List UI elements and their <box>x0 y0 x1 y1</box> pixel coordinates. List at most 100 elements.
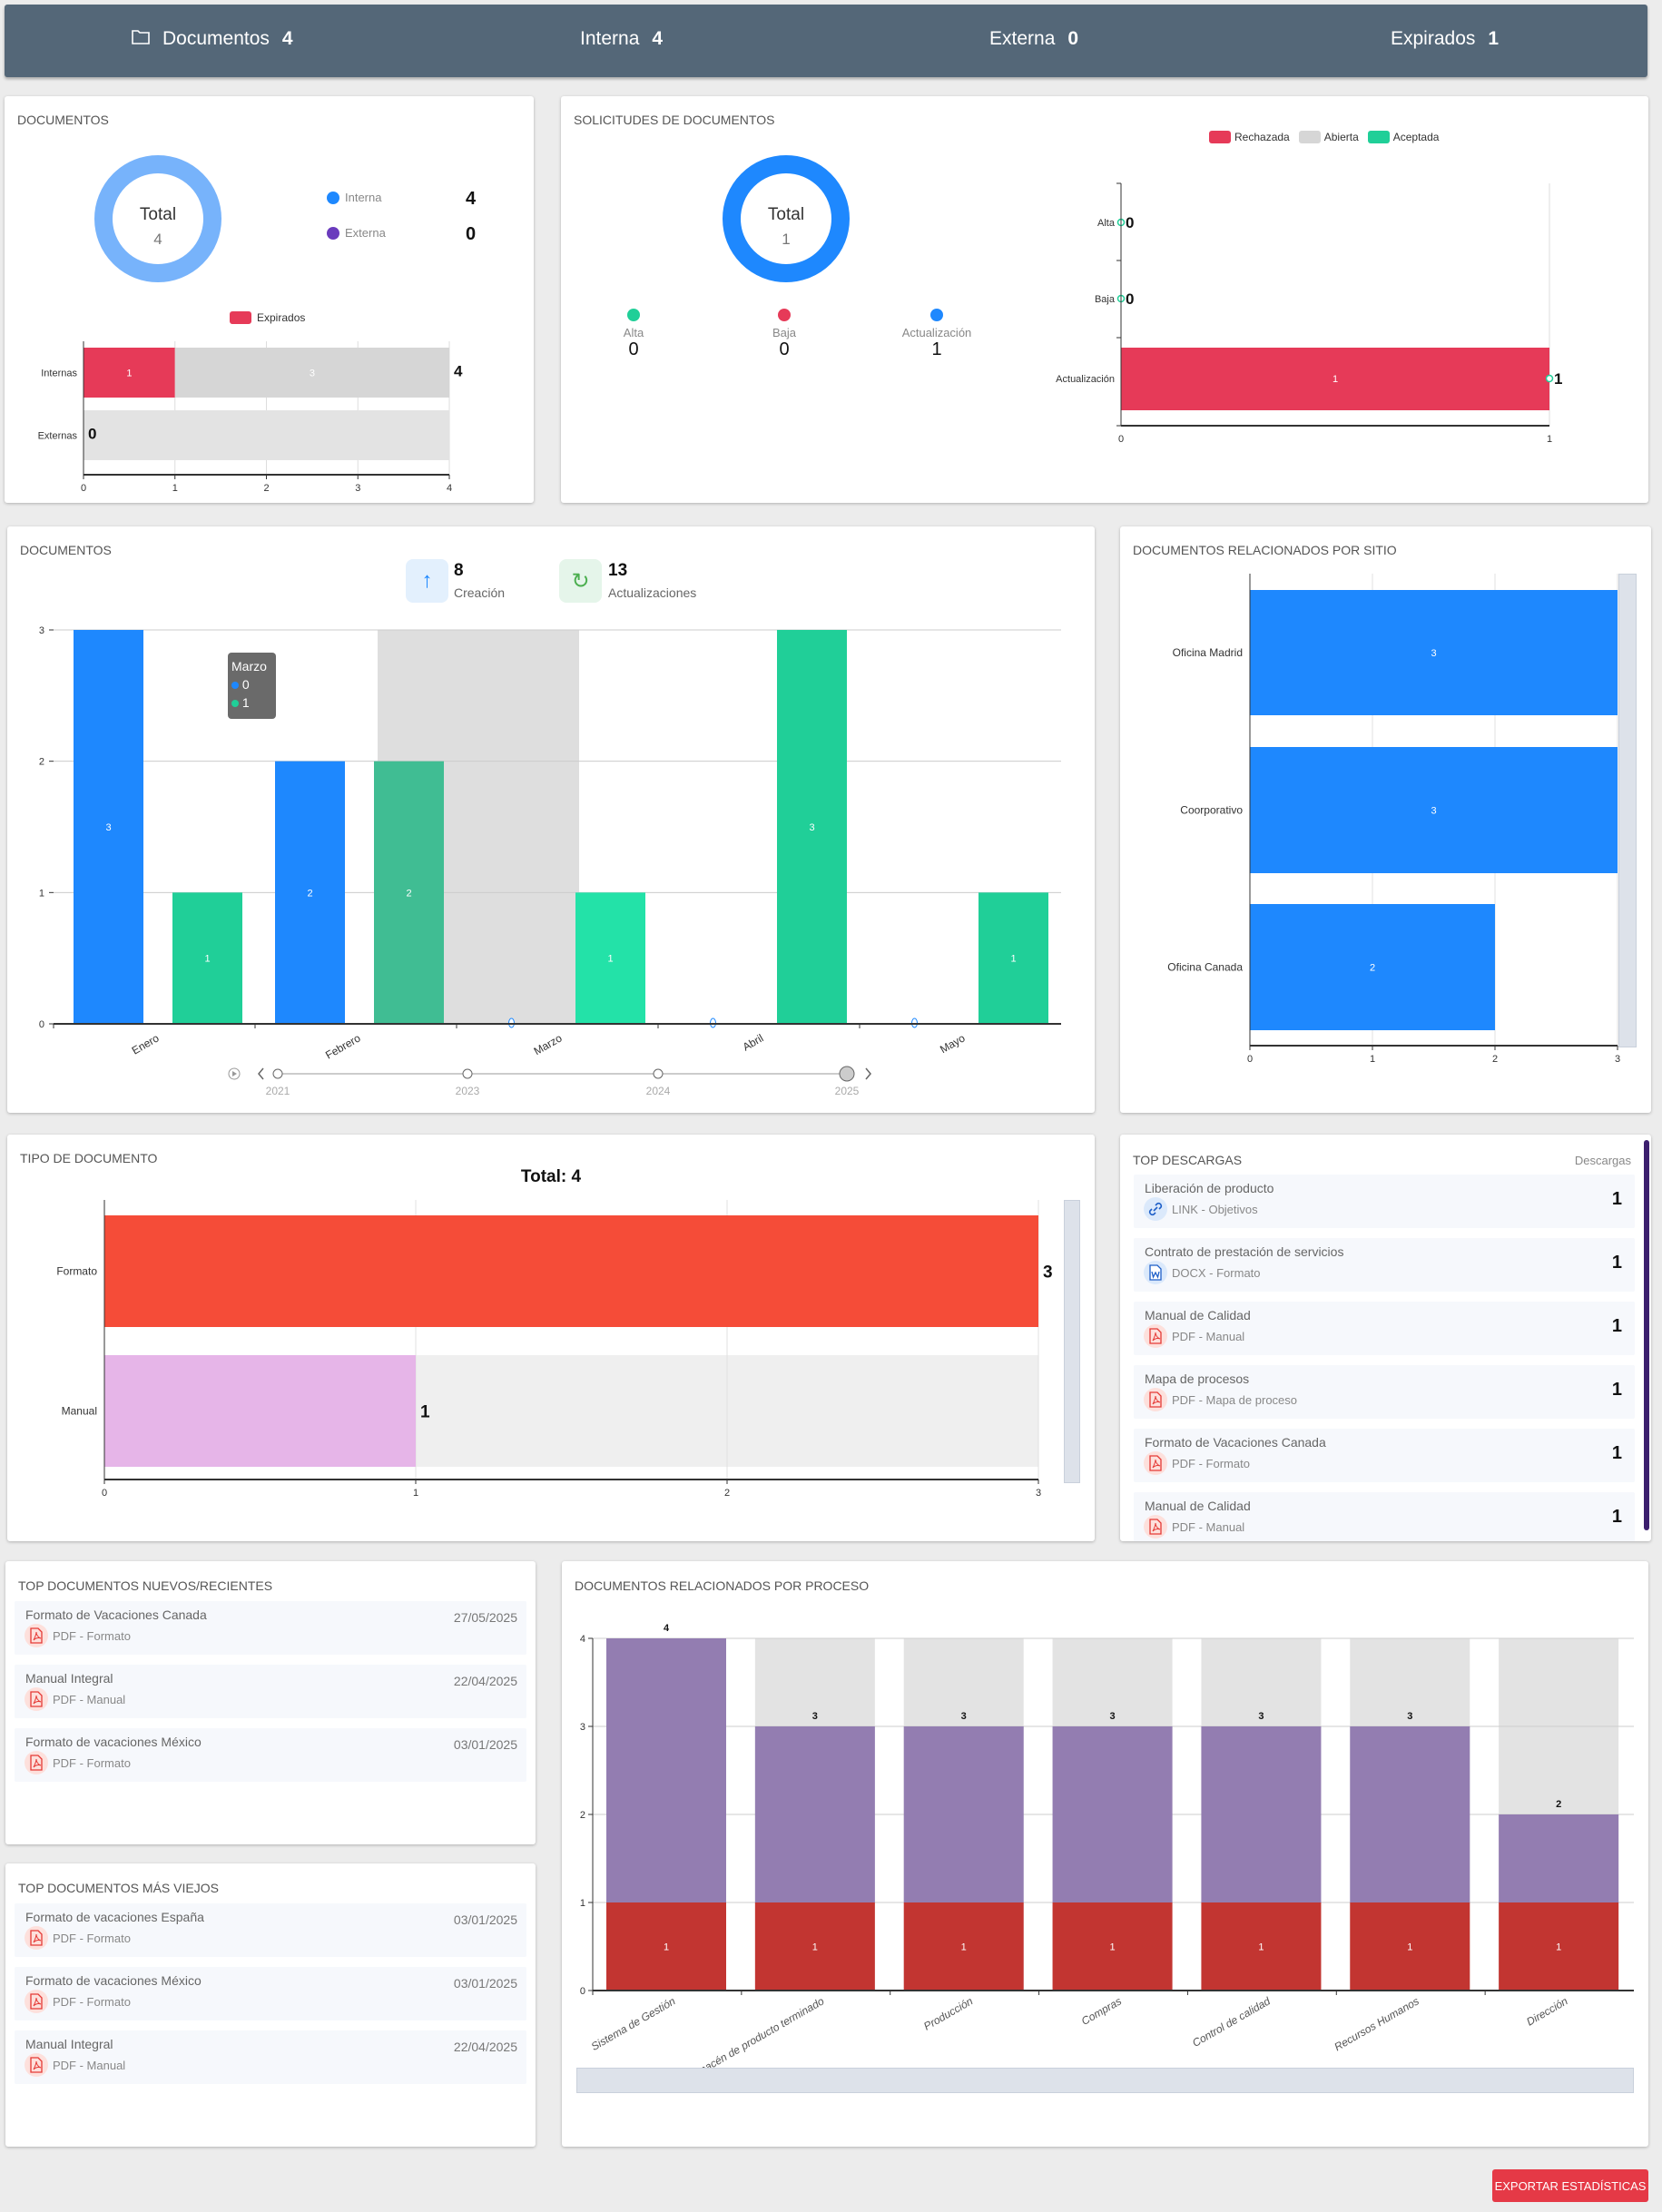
x-tick-label: 3 <box>355 483 360 494</box>
bar[interactable] <box>104 1215 1038 1327</box>
bar-expirados[interactable] <box>84 348 175 398</box>
datazoom-scrollbar[interactable] <box>1618 574 1637 1047</box>
bar-total-label: 0 <box>1126 290 1134 308</box>
bar-segment[interactable] <box>903 1902 1024 1991</box>
bar-total-label: 4 <box>664 1623 670 1634</box>
item-type: PDF - Manual <box>1172 1520 1245 1534</box>
bar-rechazada[interactable] <box>1121 348 1549 410</box>
download-count: 1 <box>1611 1189 1622 1209</box>
bar-segment[interactable] <box>1201 1726 1322 1902</box>
list-item[interactable]: Formato de vacaciones México PDF - Format… <box>15 1967 526 2020</box>
y-tick-label: 3 <box>580 1722 585 1733</box>
y-category-label: Manual <box>62 1405 97 1418</box>
documentos-chart: 0 1 2 3 4 1 3 Internas 4 Externas 0 <box>38 155 463 494</box>
bar-enero[interactable] <box>172 892 242 1024</box>
legend-rechazada[interactable]: Rechazada <box>1234 131 1290 143</box>
bar-segment[interactable] <box>1350 1902 1470 1991</box>
pdf-icon <box>1144 1515 1167 1539</box>
donut-ring[interactable] <box>94 155 221 282</box>
bar-enero[interactable] <box>74 630 143 1024</box>
item-type: PDF - Mapa de proceso <box>1172 1393 1298 1407</box>
bar-vigentes[interactable] <box>174 348 449 398</box>
proceso-card: DOCUMENTOS RELACIONADOS POR PROCESO 0 1 2 3… <box>562 1561 1648 2147</box>
bar-mayo[interactable] <box>979 892 1048 1024</box>
bar[interactable] <box>1250 747 1618 873</box>
item-name: Formato de vacaciones México <box>25 1973 202 1988</box>
card-title: DOCUMENTOS RELACIONADOS POR SITIO <box>1133 543 1397 557</box>
bar-value-label: 1 <box>1556 1942 1561 1953</box>
donut-total: 1 <box>782 231 791 248</box>
bar-segment[interactable] <box>1201 1902 1322 1991</box>
bar-segment[interactable] <box>1499 1814 1619 1902</box>
bar[interactable] <box>1250 590 1618 715</box>
legend-expirados[interactable]: Expirados <box>230 311 305 324</box>
y-tick-label: 1 <box>580 1898 585 1909</box>
prev-icon[interactable] <box>258 1067 264 1080</box>
list-item[interactable]: Liberación de producto LINK - Objetivos 1 <box>1134 1175 1635 1228</box>
bar-febrero[interactable] <box>275 761 345 1024</box>
card-title: SOLICITUDES DE DOCUMENTOS <box>574 113 775 127</box>
list-item[interactable]: Manual Integral PDF - Manual 22/04/2025 <box>15 1665 526 1718</box>
timeline-point[interactable] <box>462 1068 473 1079</box>
legend-aceptada[interactable]: Aceptada <box>1392 131 1440 143</box>
list-item[interactable]: Formato de Vacaciones Canada PDF - Format… <box>1134 1429 1635 1482</box>
bar-febrero[interactable] <box>374 761 444 1024</box>
pdf-icon <box>1144 1324 1167 1348</box>
list-item[interactable]: Manual Integral PDF - Manual 22/04/2025 <box>15 2030 526 2084</box>
list-item[interactable]: Formato de Vacaciones Canada PDF - Format… <box>15 1601 526 1655</box>
datazoom-scrollbar[interactable] <box>1064 1200 1080 1483</box>
legend-swatch-aceptada[interactable] <box>1367 131 1390 143</box>
header-expirados[interactable]: Expirados 1 <box>1391 28 1499 50</box>
export-statistics-button[interactable]: EXPORTAR ESTADÍSTICAS <box>1492 2169 1648 2202</box>
bar-segment[interactable] <box>754 1726 875 1902</box>
list-item[interactable]: Manual de Calidad PDF - Manual 1 <box>1134 1302 1635 1355</box>
bar-segment[interactable] <box>1350 1726 1470 1902</box>
item-date: 03/01/2025 <box>453 1976 517 1991</box>
bar-abril[interactable] <box>777 630 847 1024</box>
next-icon[interactable] <box>865 1067 871 1080</box>
y-category-label: Actualización <box>1056 374 1115 385</box>
item-date: 27/05/2025 <box>453 1610 517 1625</box>
x-tick-label: 3 <box>1036 1488 1041 1499</box>
timeline-point[interactable] <box>839 1066 855 1082</box>
bar[interactable] <box>1250 904 1495 1030</box>
timeline-point[interactable] <box>272 1068 283 1079</box>
list-item[interactable]: Mapa de procesos PDF - Mapa de proceso 1 <box>1134 1365 1635 1419</box>
bar-marzo[interactable] <box>575 892 645 1024</box>
y-tick-label: 0 <box>39 1019 44 1030</box>
bar-segment[interactable] <box>1052 1726 1173 1902</box>
legend-swatch-abierta[interactable] <box>1298 131 1321 143</box>
bar-segment[interactable] <box>754 1902 875 1991</box>
legend-swatch-rechazada[interactable] <box>1209 131 1231 143</box>
bar[interactable] <box>104 1355 416 1467</box>
bar-segment[interactable] <box>903 1726 1024 1902</box>
header-externa[interactable]: Externa 0 <box>989 28 1078 50</box>
timeline-year-label: 2025 <box>835 1085 860 1097</box>
timeline-year-label: 2024 <box>646 1085 671 1097</box>
list-item[interactable]: Formato de vacaciones España PDF - Format… <box>15 1903 526 1957</box>
list-item[interactable]: Manual de Calidad PDF - Manual 1 <box>1134 1492 1635 1541</box>
donut-ring[interactable] <box>723 155 850 282</box>
y-category-label: Oficina Madrid <box>1173 646 1243 659</box>
list-item[interactable]: Contrato de prestación de servicios DOCX … <box>1134 1238 1635 1292</box>
legend-abierta[interactable]: Abierta <box>1323 131 1359 143</box>
bar-segment[interactable] <box>1052 1902 1173 1991</box>
header-documentos[interactable]: Documentos 4 <box>132 28 293 50</box>
timeline-point[interactable] <box>653 1068 664 1079</box>
datazoom-slider[interactable] <box>576 2068 1634 2093</box>
bar-segment[interactable] <box>1499 1902 1619 1991</box>
y-tick-label: 3 <box>39 625 44 636</box>
list-item[interactable]: Formato de vacaciones México PDF - Format… <box>15 1728 526 1782</box>
bar-segment[interactable] <box>606 1638 726 1902</box>
download-count: 1 <box>1611 1507 1622 1527</box>
header-interna[interactable]: Interna 4 <box>580 28 663 50</box>
bar-total-label: 3 <box>1110 1711 1116 1722</box>
bar-value-label: 1 <box>1258 1942 1264 1953</box>
scrollbar[interactable] <box>1644 1140 1649 1530</box>
legend-externa[interactable]: Externa <box>327 226 386 240</box>
header-value: 4 <box>281 28 293 49</box>
bar-segment[interactable] <box>606 1902 726 1991</box>
play-icon[interactable] <box>228 1067 241 1080</box>
item-date: 03/01/2025 <box>453 1737 517 1752</box>
legend-interna[interactable]: Interna <box>327 191 381 204</box>
